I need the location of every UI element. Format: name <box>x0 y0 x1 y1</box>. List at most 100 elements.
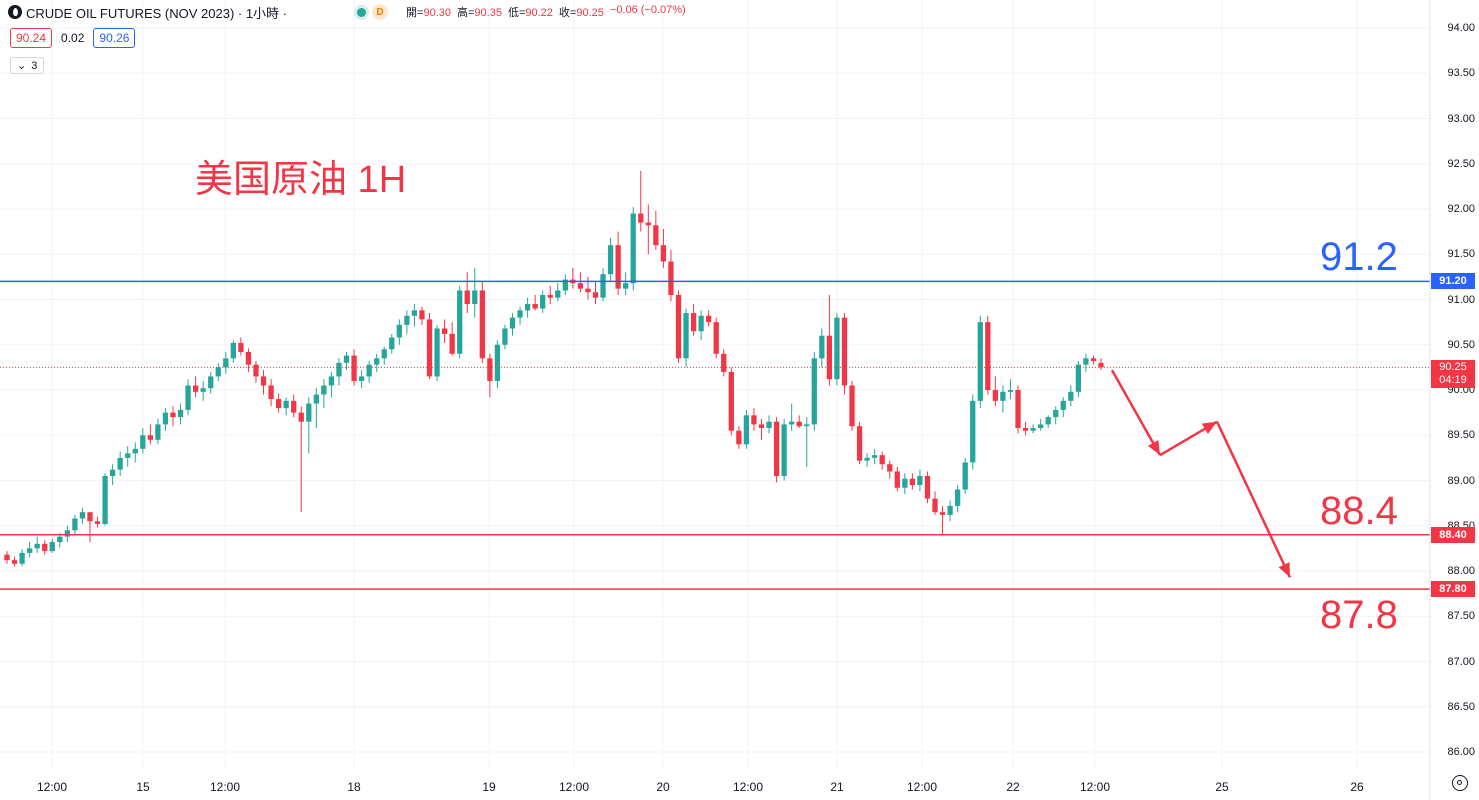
symbol-header: CRUDE OIL FUTURES (NOV 2023) · 1小時 · D 開… <box>8 3 686 21</box>
candle <box>260 370 267 395</box>
candle <box>140 428 146 454</box>
candle <box>298 406 304 513</box>
candle-body <box>1075 364 1082 392</box>
candle-body <box>577 283 584 289</box>
candle <box>706 310 712 327</box>
candle <box>660 228 667 268</box>
candle <box>208 371 214 394</box>
candle-body <box>87 512 93 522</box>
candle-body <box>932 498 938 513</box>
ohlc-values: 開=90.30 高=90.35 低=90.22 收=90.25 −0.06 (−0.07… <box>406 4 686 20</box>
candle <box>1068 385 1074 407</box>
candle <box>117 451 123 476</box>
candle <box>358 370 365 389</box>
candle-body <box>117 457 123 470</box>
candle-body <box>200 388 206 392</box>
candle-body <box>864 457 870 461</box>
candle-body <box>358 376 365 381</box>
candle <box>955 485 961 513</box>
candle-body <box>1068 391 1074 401</box>
candle-body <box>351 355 357 381</box>
ask-button[interactable]: 90.26 <box>93 28 136 48</box>
candle <box>464 272 470 314</box>
candle-body <box>79 512 86 519</box>
candle <box>306 397 312 454</box>
candle-body <box>268 385 274 400</box>
price-tick-label: 91.50 <box>1447 248 1475 261</box>
forecast-arrow-line <box>1110 369 1162 456</box>
time-tick-label: 19 <box>482 780 496 794</box>
candle-body <box>1015 390 1021 429</box>
candle <box>524 297 531 318</box>
candle-body <box>245 351 252 365</box>
candle <box>509 313 516 336</box>
candle <box>109 464 116 486</box>
candle-body <box>321 385 327 395</box>
candle-body <box>72 518 78 531</box>
candle <box>789 403 795 431</box>
candle <box>64 525 70 543</box>
price-tick-label: 87.50 <box>1447 610 1475 623</box>
candle <box>102 473 108 526</box>
candle-body <box>426 319 433 377</box>
candle <box>411 304 418 327</box>
time-tick-label: 12:00 <box>36 780 68 794</box>
time-tick-label: 12:00 <box>732 780 764 794</box>
candle <box>1060 397 1066 418</box>
delayed-data-badge[interactable]: D <box>372 4 389 20</box>
candle-body <box>713 322 719 354</box>
candle <box>902 473 908 495</box>
candle-body <box>389 337 395 350</box>
current-price-value: 90.25 <box>1439 361 1467 374</box>
level-label: 87.8 <box>1320 593 1398 638</box>
price-axis[interactable]: 94.00 93.50 93.00 92.50 92.00 91.50 91.00 90.50… <box>1430 0 1479 800</box>
time-axis[interactable]: 12:00 15 12:00 18 19 12:00 20 12:00 21 12:00 22 12:… <box>0 770 1430 800</box>
candle <box>283 397 289 416</box>
candle-body <box>419 310 425 320</box>
symbol-title[interactable]: CRUDE OIL FUTURES (NOV 2023) · 1小時 · <box>26 5 288 21</box>
candle-body <box>1053 409 1059 418</box>
candle <box>600 267 606 302</box>
candle-body <box>607 245 614 275</box>
candle-body <box>472 290 478 305</box>
candle <box>291 394 297 418</box>
bid-ask-quote: 90.24 0.02 90.26 <box>10 28 136 48</box>
horizontal-levels <box>0 280 1430 590</box>
price-tick-label: 93.50 <box>1447 67 1475 80</box>
candle <box>472 267 478 318</box>
price-tick-label: 86.00 <box>1447 746 1475 758</box>
time-tick-label: 15 <box>136 780 150 794</box>
chart-settings-icon[interactable] <box>1452 775 1468 791</box>
candle <box>42 540 48 555</box>
candle-body <box>1060 400 1066 410</box>
price-tick-label: 94.00 <box>1447 22 1475 34</box>
ohlc-value: 90.30 <box>423 7 451 19</box>
candle <box>592 281 599 305</box>
candle-body <box>1090 358 1097 362</box>
time-tick-label: 21 <box>830 780 844 794</box>
candle-body <box>585 288 591 293</box>
candle <box>917 469 923 492</box>
candle-body <box>985 322 991 390</box>
price-tick-label: 88.00 <box>1447 565 1475 577</box>
candle <box>555 283 561 302</box>
indicators-toggle-button[interactable]: ⌄ 3 <box>10 57 45 74</box>
candle-body <box>26 548 33 553</box>
candle-body <box>1022 428 1029 431</box>
candle-body <box>185 385 191 410</box>
candle <box>494 340 501 389</box>
candle-body <box>434 328 440 377</box>
level-label: 88.4 <box>1320 488 1398 533</box>
candle-body <box>706 315 712 323</box>
candle-body <box>773 421 780 476</box>
price-tick-label: 92.00 <box>1447 203 1475 215</box>
ohlc-item: 開=90.30 <box>406 4 451 20</box>
candle-body <box>630 213 636 284</box>
bid-button[interactable]: 90.24 <box>10 28 53 48</box>
candle <box>909 473 916 490</box>
candle-body <box>291 400 297 413</box>
candle <box>577 272 584 293</box>
candle-body <box>1030 428 1036 431</box>
candle <box>713 317 719 359</box>
